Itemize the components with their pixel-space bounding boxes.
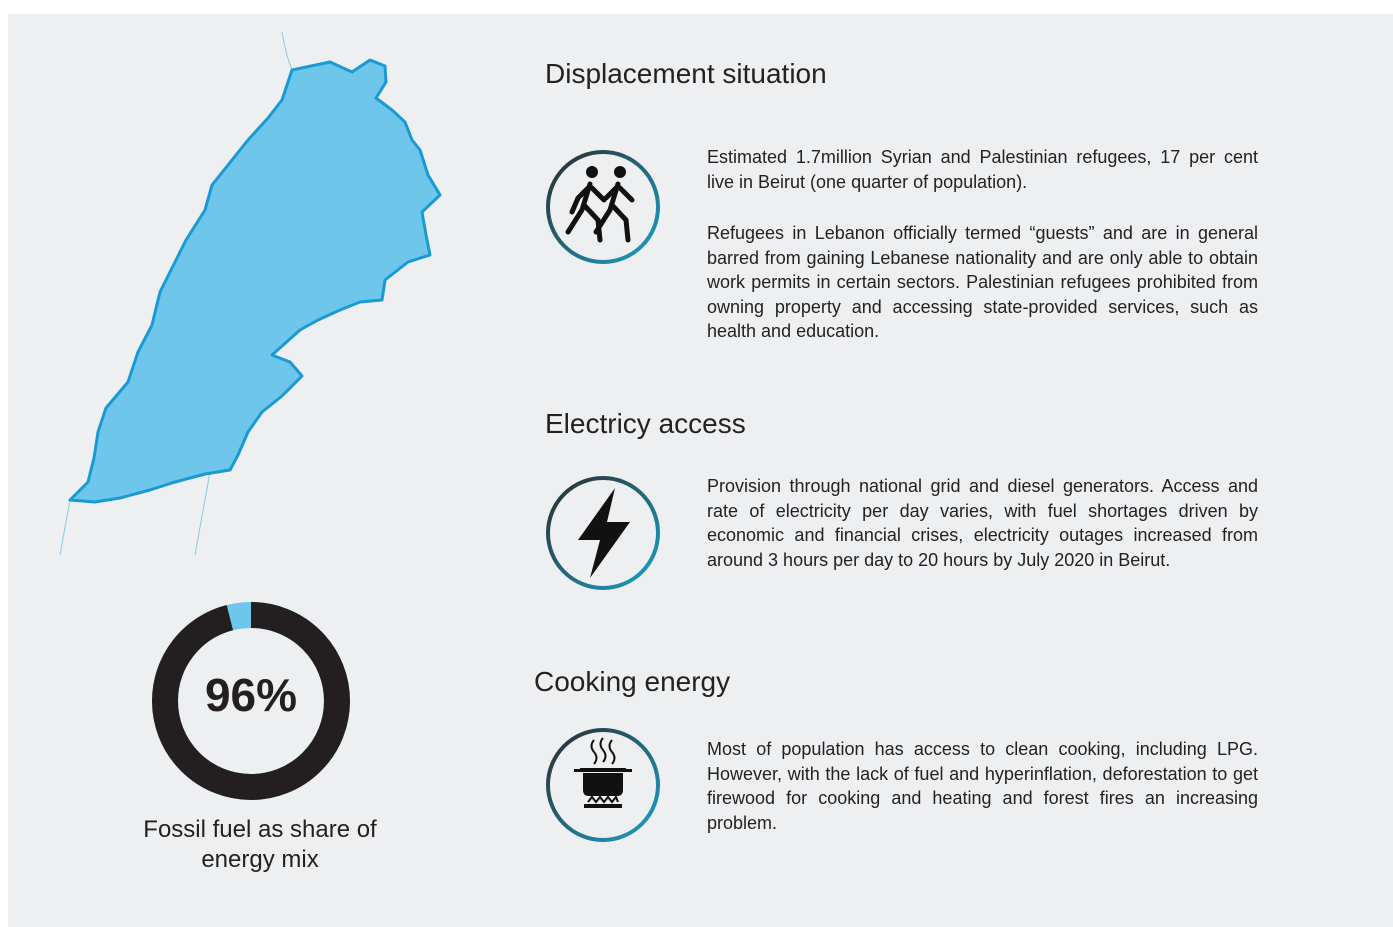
- section-heading: Electricy access: [545, 408, 746, 439]
- paragraph: Estimated 1.7million Syrian and Palestin…: [707, 147, 1258, 192]
- gauge: [152, 602, 350, 800]
- paragraph: Provision through national grid and dies…: [707, 476, 1258, 570]
- walkers-icon: [565, 166, 635, 243]
- map: [59, 31, 442, 556]
- paragraph: Refugees in Lebanon officially termed “g…: [707, 223, 1258, 341]
- icon-ring: [546, 728, 660, 842]
- icons: [546, 150, 660, 842]
- section-heading: Displacement situation: [545, 58, 827, 89]
- icon-ring: [546, 150, 660, 264]
- cooking-icon: [574, 737, 632, 808]
- section-heading: Cooking energy: [534, 666, 731, 697]
- lightning-icon: [578, 488, 630, 578]
- icon-ring: [546, 476, 660, 590]
- gauge-label: 96%: [204, 669, 298, 721]
- gauge-caption: Fossil fuel as share of energy mix: [143, 816, 377, 873]
- gauge-arc: [152, 602, 350, 800]
- paragraph: Most of population has access to clean c…: [707, 739, 1258, 833]
